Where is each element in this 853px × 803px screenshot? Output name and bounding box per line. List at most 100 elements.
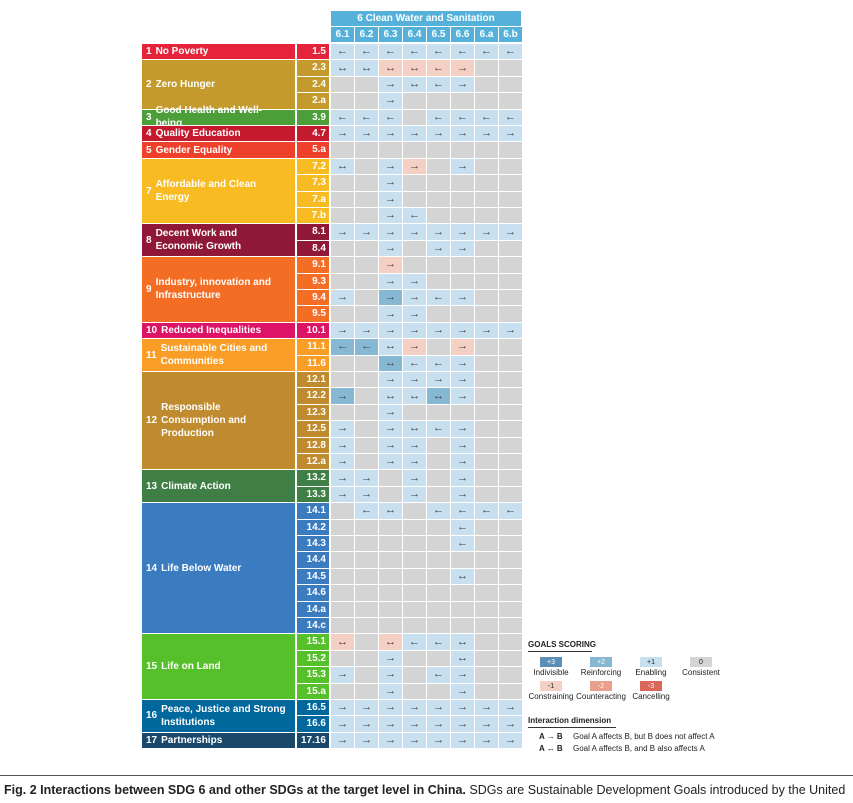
double-arrow-icon: ↔ bbox=[361, 61, 372, 74]
interaction-cell: → bbox=[475, 716, 498, 732]
interaction-cell bbox=[475, 667, 498, 683]
figure-caption: Fig. 2 Interactions between SDG 6 and ot… bbox=[4, 783, 849, 797]
interaction-cell bbox=[451, 601, 474, 617]
interaction-cell: → bbox=[331, 700, 354, 716]
target-label: 9.1 bbox=[297, 257, 329, 273]
arrow-left-icon: ← bbox=[433, 291, 444, 304]
arrow-right-icon: → bbox=[409, 127, 420, 140]
score-swatch: +2 bbox=[590, 657, 612, 667]
interaction-cell: → bbox=[451, 421, 474, 437]
arrow-right-icon: → bbox=[505, 733, 516, 746]
interaction-cell: → bbox=[403, 372, 426, 388]
interaction-cell: → bbox=[379, 650, 402, 667]
interaction-cell bbox=[499, 486, 522, 503]
interaction-cell bbox=[475, 142, 498, 158]
interaction-cell: → bbox=[451, 470, 474, 486]
goal-number: 9 bbox=[146, 283, 152, 295]
arrow-right-icon: → bbox=[337, 701, 348, 714]
target-label: 15.a bbox=[297, 683, 329, 699]
arrow-right-icon: → bbox=[385, 701, 396, 714]
arrow-right-icon: → bbox=[361, 127, 372, 140]
interaction-cell: → bbox=[403, 158, 426, 175]
target-label: 7.b bbox=[297, 208, 329, 224]
interaction-cell bbox=[475, 421, 498, 437]
arrow-right-icon: → bbox=[385, 373, 396, 386]
target-label: 14.3 bbox=[297, 536, 329, 552]
interaction-cell: → bbox=[379, 158, 402, 175]
interaction-cell bbox=[355, 175, 378, 191]
arrow-right-icon: → bbox=[505, 225, 516, 238]
interaction-cell: ↔ bbox=[379, 503, 402, 519]
interaction-cell bbox=[403, 257, 426, 273]
interaction-cell bbox=[355, 437, 378, 453]
interaction-cell: → bbox=[379, 306, 402, 322]
arrow-right-icon: → bbox=[457, 717, 468, 730]
arrow-right-icon: → bbox=[457, 340, 468, 353]
interaction-cell: → bbox=[331, 716, 354, 732]
interaction-cell: → bbox=[379, 240, 402, 257]
target-label: 12.5 bbox=[297, 421, 329, 437]
interaction-cell bbox=[499, 634, 522, 650]
interaction-cell: → bbox=[379, 290, 402, 306]
target-label: 2.3 bbox=[297, 60, 329, 76]
goal-name: No Poverty bbox=[155, 46, 209, 58]
arrow-right-icon: → bbox=[481, 717, 492, 730]
target-label: 1.5 bbox=[297, 44, 329, 60]
arrow-right-icon: → bbox=[433, 717, 444, 730]
column-header: 6.4 bbox=[403, 27, 426, 42]
interaction-cell bbox=[355, 388, 378, 404]
column-header: 6.5 bbox=[427, 27, 450, 42]
interaction-cell: ← bbox=[403, 44, 426, 60]
interaction-cell bbox=[355, 618, 378, 634]
arrow-right-icon: → bbox=[361, 225, 372, 238]
interaction-cell bbox=[475, 404, 498, 421]
interaction-cell bbox=[331, 503, 354, 519]
arrow-right-icon: → bbox=[337, 487, 348, 500]
interaction-cell bbox=[475, 601, 498, 617]
target-label: 12.3 bbox=[297, 404, 329, 421]
arrow-right-icon: → bbox=[409, 455, 420, 468]
arrow-left-icon: ← bbox=[457, 45, 468, 58]
interaction-cell bbox=[355, 208, 378, 224]
interaction-cell bbox=[451, 142, 474, 158]
interaction-cell: → bbox=[355, 126, 378, 142]
target-label: 14.4 bbox=[297, 552, 329, 568]
interaction-cell bbox=[475, 568, 498, 585]
interaction-cell: → bbox=[451, 76, 474, 93]
goal-label: 2 Zero Hunger bbox=[142, 60, 295, 109]
interaction-cell: ↔ bbox=[403, 76, 426, 93]
goal-label: 5 Gender Equality bbox=[142, 142, 295, 158]
interaction-cell bbox=[331, 404, 354, 421]
interaction-cell: → bbox=[475, 322, 498, 339]
arrow-right-icon: → bbox=[409, 733, 420, 746]
interaction-cell bbox=[475, 650, 498, 667]
arrow-right-icon: → bbox=[409, 373, 420, 386]
arrow-right-icon: → bbox=[481, 733, 492, 746]
interaction-cell bbox=[403, 552, 426, 568]
arrow-right-icon: → bbox=[385, 405, 396, 418]
score-label: Enabling bbox=[635, 668, 667, 677]
arrow-left-icon: ← bbox=[505, 110, 516, 123]
goal-label: 4 Quality Education bbox=[142, 126, 295, 142]
arrow-right-icon: → bbox=[409, 307, 420, 320]
interaction-cell: → bbox=[451, 355, 474, 371]
interaction-cell: ← bbox=[331, 109, 354, 125]
interaction-cell bbox=[331, 552, 354, 568]
interaction-cell: → bbox=[331, 290, 354, 306]
goal-label: 15 Life on Land bbox=[142, 634, 295, 699]
interaction-cell bbox=[355, 306, 378, 322]
interaction-cell: → bbox=[451, 372, 474, 388]
interaction-cell bbox=[427, 486, 450, 503]
double-arrow-icon: ↔ bbox=[385, 389, 396, 402]
interaction-cell bbox=[379, 601, 402, 617]
arrow-left-icon: ← bbox=[433, 110, 444, 123]
column-header: 6.a bbox=[475, 27, 498, 42]
interaction-cell bbox=[355, 454, 378, 470]
arrow-right-icon: → bbox=[409, 323, 420, 336]
interaction-cell bbox=[403, 667, 426, 683]
arrow-right-icon: → bbox=[409, 701, 420, 714]
arrow-right-icon: → bbox=[505, 717, 516, 730]
column-header: 6.3 bbox=[379, 27, 402, 42]
score-label: Reinforcing bbox=[580, 668, 622, 677]
arrow-right-icon: → bbox=[385, 94, 396, 107]
